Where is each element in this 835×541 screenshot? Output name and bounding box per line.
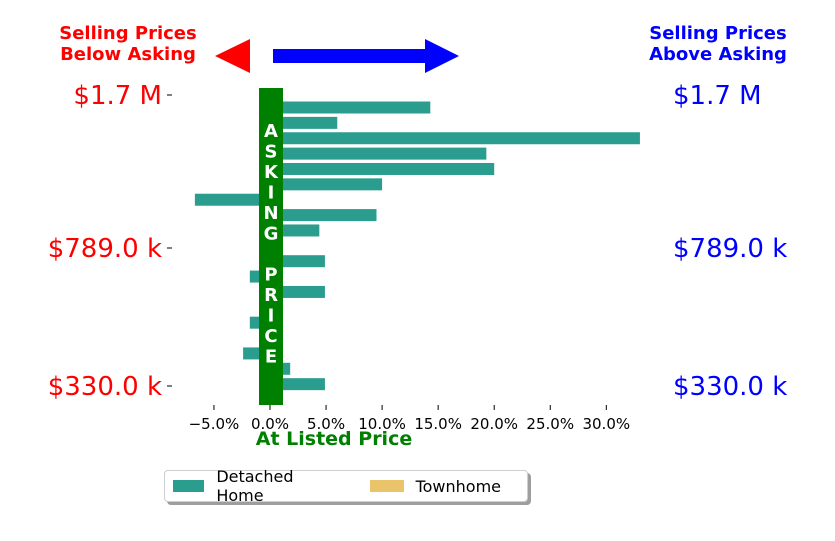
- bar-detached-home: [270, 116, 338, 129]
- x-tick-label: 15.0%: [414, 415, 462, 433]
- y-tick-label-right: $789.0 k: [673, 234, 787, 264]
- asking-letter: C: [264, 326, 277, 347]
- asking-letter: E: [265, 347, 277, 368]
- left-arrow-icon: [215, 39, 250, 73]
- legend-item-detached-home: Detached Home: [173, 467, 336, 505]
- y-tick-label-right: $330.0 k: [673, 372, 787, 402]
- x-axis-ticks: −5.0% 0.0% 5.0% 10.0% 15.0% 20.0% 25.0% 30.0%: [189, 405, 630, 433]
- bar-detached-home: [270, 209, 377, 222]
- bar-detached-home: [270, 285, 325, 298]
- below-asking-label-line2: Below Asking: [60, 44, 196, 65]
- above-asking-label-line1: Selling Prices: [649, 23, 786, 44]
- y-tick-label-left: $1.7 M: [73, 81, 162, 111]
- y-axis-right-ticks: $1.7 M $789.0 k $330.0 k: [673, 81, 787, 402]
- y-tick-label-right: $1.7 M: [673, 81, 762, 111]
- x-tick-label: 5.0%: [307, 415, 345, 433]
- asking-letter: A: [264, 121, 278, 142]
- asking-letter: R: [264, 285, 278, 306]
- bar-detached-home: [270, 132, 640, 145]
- x-tick-label: 10.0%: [358, 415, 406, 433]
- bar-detached-home: [194, 193, 270, 206]
- legend-swatch-townhome: [369, 480, 404, 492]
- legend-swatch-detached-home: [173, 480, 205, 492]
- x-tick-label: 25.0%: [526, 415, 574, 433]
- bar-detached-home: [270, 378, 325, 391]
- bar-detached-home: [270, 147, 487, 160]
- right-arrow-icon: [273, 39, 459, 73]
- y-tick-label-left: $789.0 k: [48, 234, 162, 264]
- asking-letter: G: [264, 224, 279, 245]
- bar-detached-home: [270, 255, 325, 268]
- bar-detached-home: [270, 162, 495, 175]
- asking-letter: K: [264, 162, 279, 183]
- legend-label-townhome: Townhome: [415, 476, 501, 496]
- x-tick-label: 0.0%: [251, 415, 289, 433]
- legend: Detached Home Townhome: [164, 467, 528, 505]
- y-tick-label-left: $330.0 k: [48, 372, 162, 402]
- bar-detached-home: [270, 178, 383, 191]
- below-asking-label-line1: Selling Prices: [59, 23, 196, 44]
- asking-letter: S: [265, 142, 278, 163]
- x-tick-label: −5.0%: [189, 415, 240, 433]
- above-asking-label-line2: Above Asking: [649, 44, 787, 65]
- legend-label-detached-home: Detached Home: [216, 467, 294, 505]
- legend-item-townhome: Townhome: [369, 476, 501, 496]
- asking-letter: N: [263, 203, 278, 224]
- asking-letter: I: [268, 183, 275, 204]
- asking-letter: I: [268, 306, 275, 327]
- y-axis-left-ticks: $1.7 M $789.0 k $330.0 k: [48, 81, 172, 402]
- asking-letter: P: [264, 265, 277, 286]
- x-axis-label: At Listed Price: [256, 428, 412, 450]
- x-tick-label: 30.0%: [582, 415, 630, 433]
- bar-detached-home: [270, 101, 431, 114]
- asking-price-bar: [259, 88, 283, 405]
- x-tick-label: 20.0%: [470, 415, 518, 433]
